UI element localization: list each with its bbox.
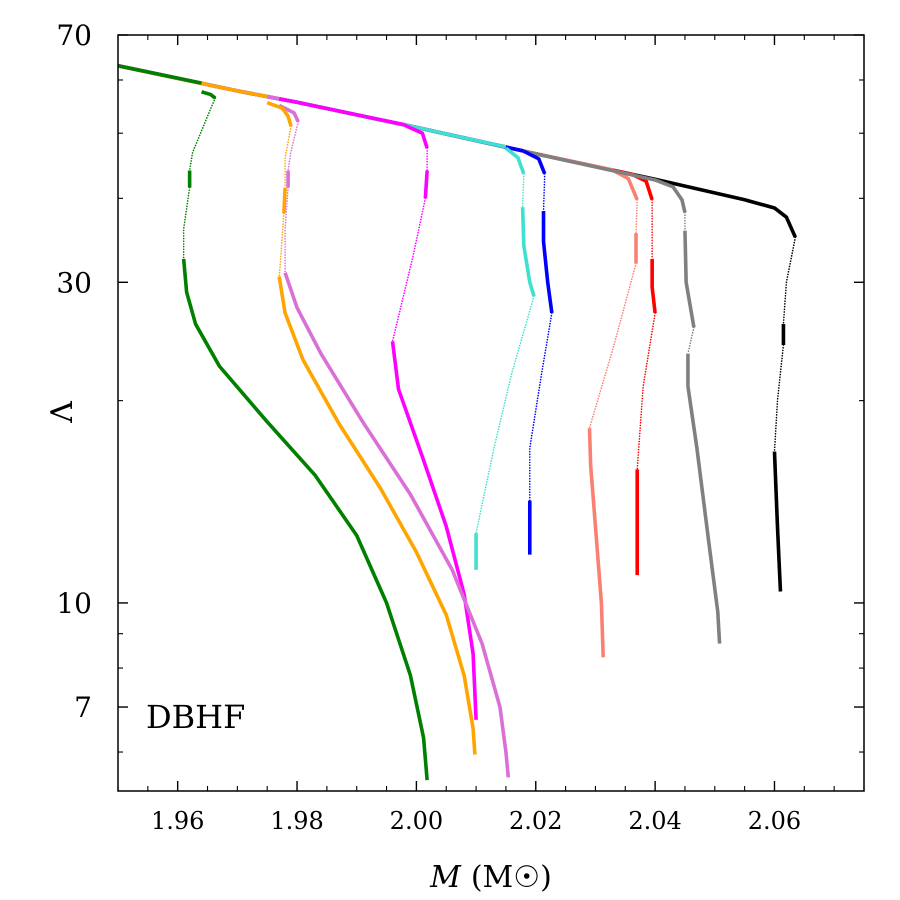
x-tick-label: 2.00 xyxy=(390,807,443,835)
y-axis-label: Λ xyxy=(45,401,80,424)
plot-frame xyxy=(117,34,865,792)
series-orange-unstable-upper xyxy=(284,125,292,189)
series-blue-unstable-upper xyxy=(542,173,546,212)
series-coral-unstable-upper xyxy=(635,198,639,234)
axis-ticks xyxy=(117,34,865,791)
series-orange-mid-segment xyxy=(282,187,287,214)
series-black-unstable-lower xyxy=(773,344,785,453)
series-green-unstable-lower xyxy=(182,186,191,260)
series-green-unstable-upper xyxy=(188,97,217,172)
y-tick-label: 7 xyxy=(74,691,92,724)
series-green-stable-branch xyxy=(181,258,429,781)
y-tick-label: 30 xyxy=(56,266,92,299)
series-turquoise-unstable-upper xyxy=(521,173,525,209)
curve-layer xyxy=(118,63,798,781)
series-turquoise-unstable-lower xyxy=(475,295,535,534)
x-tick-label: 1.98 xyxy=(270,807,323,835)
x-axis-label-var: M xyxy=(429,860,462,895)
series-magenta-stable-branch xyxy=(390,341,478,720)
series-turquoise-mid-segment xyxy=(520,207,536,297)
series-magenta-mid-segment xyxy=(423,170,429,199)
series-blue-mid-segment xyxy=(541,211,554,314)
series-gray-unstable-lower xyxy=(687,326,695,355)
series-orchid-unstable-lower xyxy=(284,186,289,274)
chart-annotation: DBHF xyxy=(146,698,245,736)
series-black-stable-branch xyxy=(772,451,783,592)
x-tick-label: 2.02 xyxy=(509,807,562,835)
series-blue-branch xyxy=(523,149,547,175)
series-orchid-stable-branch xyxy=(283,272,511,778)
series-gray-stable-branch xyxy=(686,353,722,644)
series-gray-branch xyxy=(523,149,687,213)
x-axis-label: M (M☉) xyxy=(429,860,552,895)
series-magenta-unstable-lower xyxy=(391,197,427,343)
series-orchid-unstable-upper xyxy=(287,120,300,172)
series-coral-stable-branch xyxy=(587,428,605,658)
series-coral-unstable-lower xyxy=(588,262,637,429)
x-tick-label: 1.96 xyxy=(151,807,204,835)
series-black-unstable-upper xyxy=(782,236,797,325)
series-red-mid-segment xyxy=(650,258,657,314)
series-orange-unstable-lower xyxy=(278,212,285,278)
series-blue-unstable-lower xyxy=(528,312,553,502)
series-orange-stable-branch xyxy=(277,276,477,755)
series-green-branch xyxy=(201,90,217,100)
series-magenta-branch xyxy=(403,123,429,149)
series-green-trunk xyxy=(118,63,202,85)
series-turquoise-branch xyxy=(504,146,526,175)
x-tick-label: 2.06 xyxy=(748,807,801,835)
x-tick-label: 2.04 xyxy=(628,807,681,835)
series-orange-branch xyxy=(266,101,293,127)
series-red-unstable-lower xyxy=(636,312,656,471)
y-tick-label: 70 xyxy=(56,19,92,52)
tick-label-layer: 1.96 1.98 2.00 2.02 2.04 2.06 70 30 10 7 xyxy=(56,19,801,835)
x-axis-label-unit: (M☉) xyxy=(471,860,552,895)
series-gray-mid-segment xyxy=(683,230,696,328)
y-tick-label: 10 xyxy=(56,587,92,620)
